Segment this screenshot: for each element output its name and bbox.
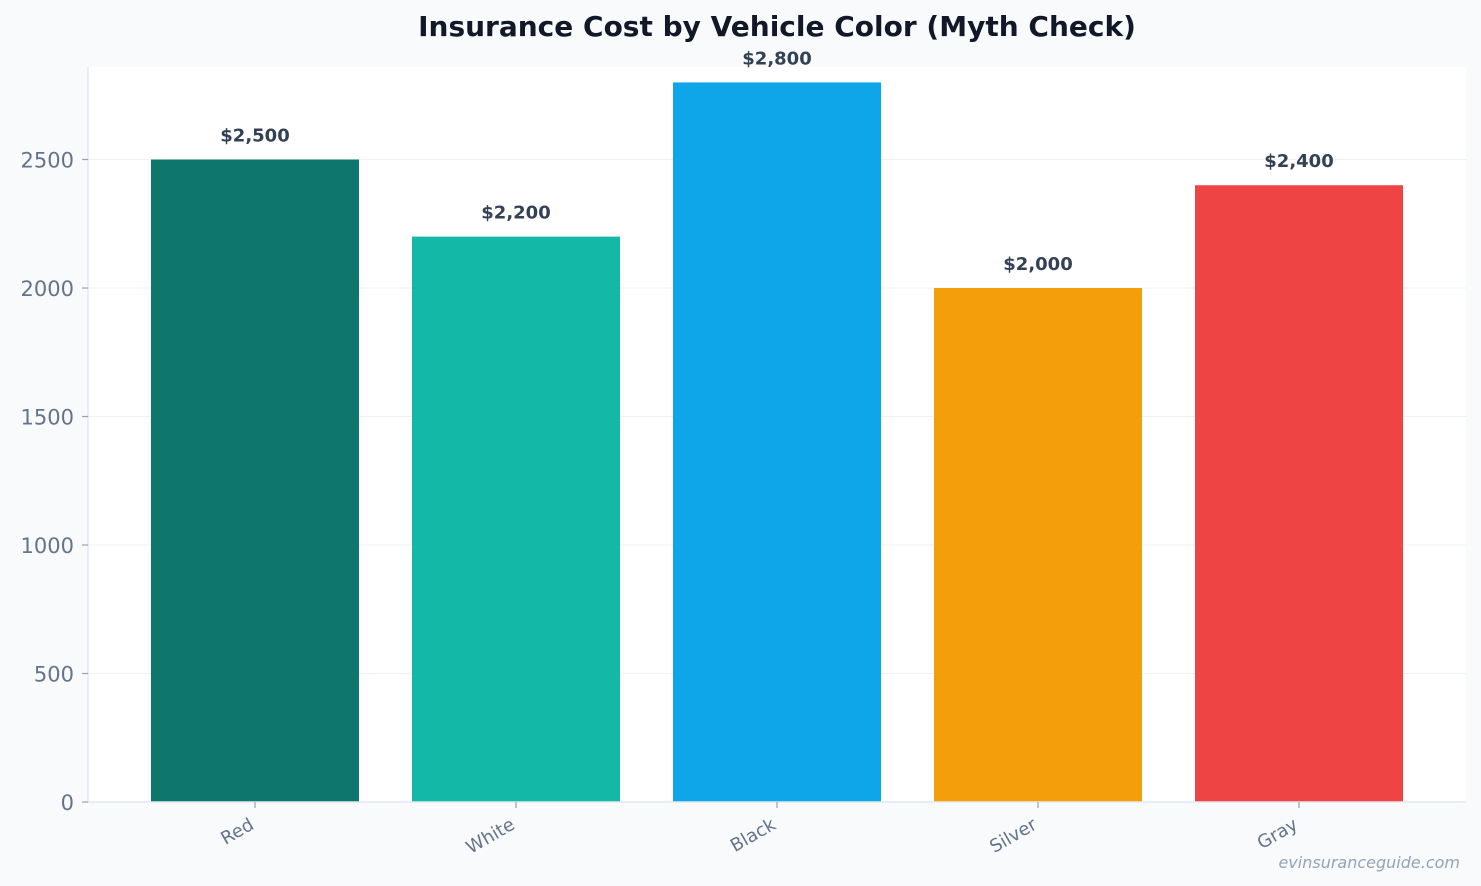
bar-value-label: $2,200 <box>481 203 550 224</box>
x-tick-label: White <box>463 814 519 858</box>
bar-white <box>412 236 620 803</box>
x-axis-ticks: Red White Black Silver Gray <box>217 802 1302 859</box>
y-tick-label: 2000 <box>21 277 74 301</box>
bar-red <box>151 159 359 803</box>
y-tick-label: 500 <box>34 663 74 687</box>
y-tick-label: 2500 <box>21 149 74 173</box>
y-tick-label: 1000 <box>21 534 74 558</box>
x-tick-label: Red <box>217 814 257 849</box>
bar-black <box>673 82 881 803</box>
bar-silver <box>934 288 1142 802</box>
bar-value-label: $2,400 <box>1264 151 1333 172</box>
y-tick-label: 0 <box>61 791 74 815</box>
bar-value-labels: $2,500 $2,200 $2,800 $2,000 $2,400 <box>220 48 1333 275</box>
y-axis-ticks: 0 500 1000 1500 2000 2500 <box>21 149 88 815</box>
bar-value-label: $2,500 <box>220 126 289 147</box>
x-tick-label: Silver <box>986 814 1041 858</box>
bar-gray <box>1195 185 1403 802</box>
bar-value-label: $2,800 <box>742 48 811 69</box>
watermark-text: evinsuranceguide.com <box>1278 853 1460 872</box>
bar-value-label: $2,000 <box>1003 254 1072 275</box>
chart-title: Insurance Cost by Vehicle Color (Myth Ch… <box>418 10 1136 43</box>
x-tick-label: Gray <box>1254 814 1302 854</box>
bars <box>151 82 1403 803</box>
y-tick-label: 1500 <box>21 406 74 430</box>
x-tick-label: Black <box>727 814 780 857</box>
